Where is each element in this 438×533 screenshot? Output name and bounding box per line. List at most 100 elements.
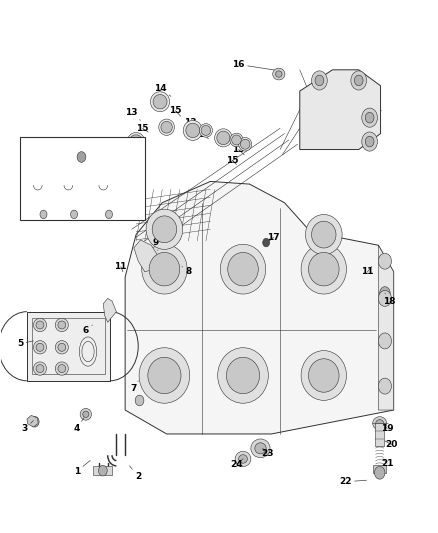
Ellipse shape xyxy=(373,417,387,430)
Text: 13: 13 xyxy=(233,145,245,155)
Text: 13: 13 xyxy=(125,108,141,120)
Ellipse shape xyxy=(80,408,92,420)
Polygon shape xyxy=(134,240,158,272)
Circle shape xyxy=(40,210,47,219)
Circle shape xyxy=(378,290,392,306)
Ellipse shape xyxy=(95,142,120,167)
Polygon shape xyxy=(378,245,394,410)
Circle shape xyxy=(378,378,392,394)
Ellipse shape xyxy=(308,359,339,392)
Polygon shape xyxy=(27,415,38,427)
Text: 16: 16 xyxy=(233,60,280,71)
Text: 14: 14 xyxy=(154,84,171,96)
Ellipse shape xyxy=(239,455,247,463)
Ellipse shape xyxy=(149,253,180,286)
Text: 17: 17 xyxy=(267,233,280,242)
Bar xyxy=(373,465,386,473)
Ellipse shape xyxy=(33,318,46,332)
Ellipse shape xyxy=(153,94,167,109)
Ellipse shape xyxy=(139,348,190,403)
Circle shape xyxy=(354,75,363,86)
Ellipse shape xyxy=(376,419,384,427)
Circle shape xyxy=(106,210,113,219)
Bar xyxy=(93,466,113,475)
Circle shape xyxy=(374,466,385,479)
Ellipse shape xyxy=(235,451,251,466)
Ellipse shape xyxy=(161,122,172,133)
Bar xyxy=(375,423,385,446)
Text: 9: 9 xyxy=(152,238,159,251)
Circle shape xyxy=(135,395,144,406)
Circle shape xyxy=(378,333,392,349)
Ellipse shape xyxy=(308,253,339,286)
Ellipse shape xyxy=(148,357,181,394)
Ellipse shape xyxy=(36,343,44,351)
Text: 5: 5 xyxy=(17,339,33,348)
Ellipse shape xyxy=(55,362,68,375)
Ellipse shape xyxy=(199,124,212,137)
Text: 11: 11 xyxy=(114,262,127,272)
Text: 24: 24 xyxy=(230,459,243,469)
Text: 6: 6 xyxy=(83,325,92,335)
Ellipse shape xyxy=(239,138,252,151)
Circle shape xyxy=(311,71,327,90)
Ellipse shape xyxy=(33,341,46,354)
Ellipse shape xyxy=(215,129,232,147)
Text: 12: 12 xyxy=(75,145,95,154)
Circle shape xyxy=(30,416,39,427)
Text: 9: 9 xyxy=(37,182,44,200)
Ellipse shape xyxy=(127,133,145,151)
Ellipse shape xyxy=(201,125,211,135)
Ellipse shape xyxy=(232,135,241,145)
Ellipse shape xyxy=(55,318,68,332)
Ellipse shape xyxy=(255,443,266,454)
Ellipse shape xyxy=(251,439,270,458)
Ellipse shape xyxy=(228,253,258,286)
Text: 1: 1 xyxy=(74,461,90,475)
Ellipse shape xyxy=(220,244,266,294)
Text: 10: 10 xyxy=(92,182,116,192)
Ellipse shape xyxy=(217,131,230,144)
Polygon shape xyxy=(300,70,381,150)
Bar xyxy=(20,138,145,220)
Polygon shape xyxy=(125,181,394,434)
Text: 21: 21 xyxy=(381,459,393,467)
Text: 15: 15 xyxy=(198,130,210,139)
Ellipse shape xyxy=(159,119,174,135)
Ellipse shape xyxy=(230,133,243,147)
Circle shape xyxy=(99,465,107,476)
Ellipse shape xyxy=(58,365,66,373)
Text: 4: 4 xyxy=(74,418,84,433)
Polygon shape xyxy=(103,298,117,322)
Circle shape xyxy=(351,71,367,90)
Ellipse shape xyxy=(36,321,44,329)
Circle shape xyxy=(71,210,78,219)
Text: 18: 18 xyxy=(383,293,396,305)
Text: 22: 22 xyxy=(339,478,367,486)
Text: 19: 19 xyxy=(381,423,393,433)
Ellipse shape xyxy=(55,341,68,354)
Ellipse shape xyxy=(36,365,44,373)
Text: 13: 13 xyxy=(184,118,197,128)
Ellipse shape xyxy=(218,348,268,403)
Ellipse shape xyxy=(273,68,285,80)
Text: 20: 20 xyxy=(385,440,398,449)
Ellipse shape xyxy=(58,321,66,329)
Circle shape xyxy=(362,132,378,151)
Text: 11: 11 xyxy=(361,266,374,276)
Circle shape xyxy=(315,75,324,86)
Ellipse shape xyxy=(152,216,177,243)
Text: 23: 23 xyxy=(261,448,273,458)
Text: 15: 15 xyxy=(169,106,182,116)
Ellipse shape xyxy=(183,120,202,140)
Ellipse shape xyxy=(301,351,346,400)
Circle shape xyxy=(174,261,181,270)
Ellipse shape xyxy=(150,92,170,111)
Bar xyxy=(32,318,105,374)
Ellipse shape xyxy=(83,411,89,417)
Circle shape xyxy=(77,152,86,163)
Ellipse shape xyxy=(311,221,336,248)
Ellipse shape xyxy=(33,362,46,375)
Ellipse shape xyxy=(226,357,260,394)
Ellipse shape xyxy=(142,244,187,294)
